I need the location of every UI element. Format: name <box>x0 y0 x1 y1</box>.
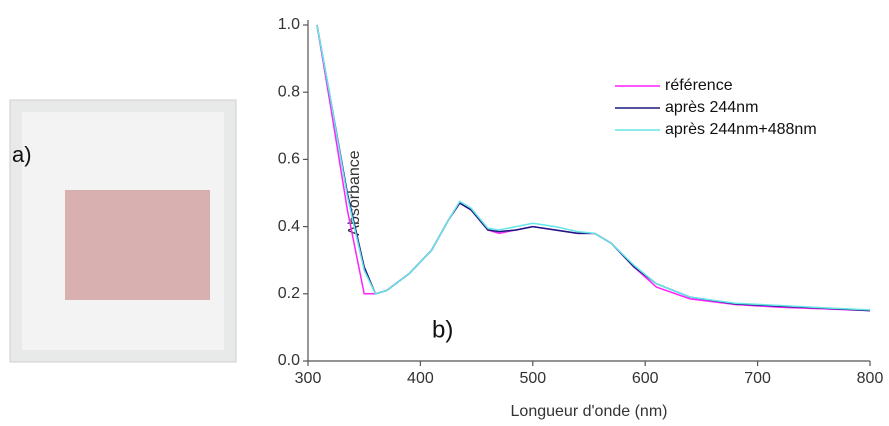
x-tick-label: 400 <box>407 370 434 387</box>
legend-label: référence <box>665 77 733 94</box>
x-tick-label: 300 <box>295 370 322 387</box>
series-line <box>316 24 871 312</box>
panel-label: b) <box>432 316 453 343</box>
y-axis-title: Absorbance <box>346 150 363 235</box>
x-tick-label: 600 <box>632 370 659 387</box>
y-tick-label: 0.2 <box>278 285 300 302</box>
y-tick-label: 0.8 <box>278 83 300 100</box>
series-line <box>316 24 871 312</box>
panel-label: a) <box>12 142 32 167</box>
x-tick-label: 700 <box>744 370 771 387</box>
legend-label: après 244nm+488nm <box>665 121 817 138</box>
y-tick-label: 0.4 <box>278 218 300 235</box>
legend-label: après 244nm <box>665 99 758 116</box>
x-tick-label: 800 <box>857 370 884 387</box>
y-tick-label: 1.0 <box>278 16 300 33</box>
y-tick-label: 0.6 <box>278 151 300 168</box>
x-tick-label: 500 <box>519 370 546 387</box>
y-tick-label: 0.0 <box>278 352 300 369</box>
x-axis-title: Longueur d'onde (nm) <box>511 403 668 420</box>
series-line <box>316 24 871 311</box>
photo-sample <box>65 190 210 300</box>
